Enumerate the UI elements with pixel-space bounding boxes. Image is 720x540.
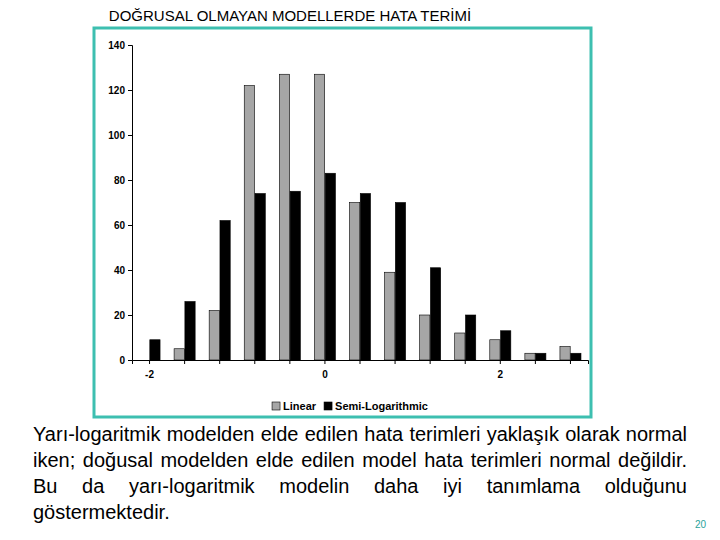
tick [289, 360, 290, 364]
tick: 100 [108, 130, 132, 141]
bar [420, 315, 430, 360]
page-number: 20 [695, 519, 706, 530]
bar [385, 272, 395, 360]
tick-label: 120 [108, 85, 125, 96]
tick-mark [149, 360, 150, 364]
tick [184, 360, 185, 364]
tick-mark [128, 90, 132, 91]
tick: 80 [114, 175, 132, 186]
tick-mark [430, 360, 431, 364]
tick-mark [395, 360, 396, 364]
tick-label: 140 [108, 40, 125, 51]
bar [536, 353, 546, 360]
tick-label: 0 [322, 369, 328, 380]
series [174, 74, 570, 360]
tick: 40 [114, 265, 132, 276]
bar [349, 203, 359, 361]
tick: 120 [108, 85, 132, 96]
bar [466, 315, 476, 360]
legend-label: Semi-Logarithmic [335, 400, 428, 412]
frame [94, 28, 591, 417]
axis-line [133, 361, 589, 365]
tick-mark [500, 360, 501, 364]
bar [279, 74, 289, 360]
x-axis: -2 0 2 [133, 360, 589, 380]
bar [501, 331, 511, 360]
bar [490, 340, 500, 360]
bar [220, 221, 230, 361]
bar [139, 360, 149, 361]
tick-mark [360, 360, 361, 364]
tick: 20 [114, 310, 132, 321]
paragraph: Yarı-logaritmik modelden elde edilen hat… [33, 421, 687, 525]
tick [570, 360, 571, 364]
tick-label: 100 [108, 130, 125, 141]
tick: 140 [108, 40, 132, 51]
tick [535, 360, 536, 364]
tick [254, 360, 255, 364]
tick-mark [535, 360, 536, 364]
tick-mark [128, 135, 132, 136]
bar [395, 203, 405, 361]
bars [150, 74, 581, 360]
tick-mark [128, 315, 132, 316]
tick [395, 360, 396, 364]
bar [255, 194, 265, 361]
tick-mark [219, 360, 220, 364]
tick-label: -2 [145, 369, 154, 380]
bar [360, 194, 370, 361]
tick-label: 80 [114, 175, 126, 186]
legend-item: Linear [272, 400, 317, 412]
legend-swatch [324, 402, 332, 410]
tick [219, 360, 220, 364]
bar [290, 191, 300, 360]
tick-mark [184, 360, 185, 364]
title: DOĞRUSAL OLMAYAN MODELLERDE HATA TERİMİ [109, 7, 471, 24]
axis-line [128, 46, 133, 361]
tick-mark [128, 270, 132, 271]
tick-mark [128, 180, 132, 181]
tick-mark [128, 225, 132, 226]
bar [244, 86, 254, 361]
bar [314, 74, 324, 360]
bar [150, 340, 160, 360]
tick-mark [570, 360, 571, 364]
tick-label: 2 [498, 369, 504, 380]
tick: 0 [322, 360, 328, 380]
bar [325, 173, 335, 360]
bar [571, 353, 581, 360]
tick-mark [465, 360, 466, 364]
tick: -2 [145, 360, 154, 380]
tick [430, 360, 431, 364]
legend-label: Linear [283, 400, 317, 412]
tick-mark [128, 45, 132, 46]
tick-label: 20 [114, 310, 126, 321]
legend-item: Semi-Logarithmic [324, 400, 428, 412]
tick: 60 [114, 220, 132, 231]
tick: 0 [119, 355, 132, 366]
tick-label: 40 [114, 265, 126, 276]
tick-mark [289, 360, 290, 364]
y-axis: 0 20 40 60 80 100 120 140 [108, 40, 132, 366]
tick-mark [324, 360, 325, 364]
tick-label: 0 [119, 355, 125, 366]
tick [465, 360, 466, 364]
bar [185, 302, 195, 361]
series [150, 173, 581, 360]
legend-swatch [272, 402, 280, 410]
bar [560, 347, 570, 361]
bar [525, 353, 535, 360]
tick [360, 360, 361, 364]
bar [209, 311, 219, 361]
bar [430, 268, 440, 360]
bar [174, 349, 184, 360]
tick-label: 60 [114, 220, 126, 231]
bar [455, 333, 465, 360]
tick-mark [254, 360, 255, 364]
legend: Linear Semi-Logarithmic [272, 400, 428, 412]
tick: 2 [498, 360, 504, 380]
tick-mark [128, 360, 132, 361]
